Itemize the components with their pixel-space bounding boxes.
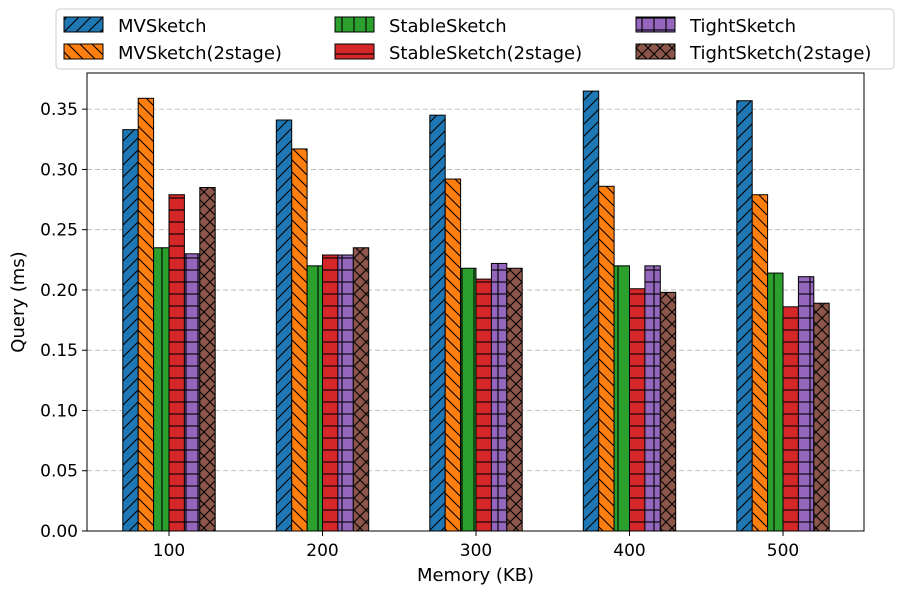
- legend-box: [55, 8, 895, 70]
- legend-label: StableSketch: [389, 16, 507, 37]
- y-axis-title: Query (ms): [8, 251, 29, 352]
- bar-tightsketch-400: [644, 265, 661, 532]
- x-tick-label: 100: [153, 541, 185, 561]
- legend-label: MVSketch(2stage): [118, 43, 282, 64]
- legend-label: TightSketch: [689, 16, 796, 37]
- bar-stablesketch-300: [460, 267, 477, 532]
- bar-tightsketch-200: [337, 254, 354, 532]
- legend: MVSketch MVSketch(2stage) StableSketch Stab…: [55, 8, 895, 70]
- x-tick-label: 200: [306, 541, 338, 561]
- bar-mvsketch-2stage--400: [598, 185, 615, 532]
- x-tick-label: 300: [460, 541, 492, 561]
- y-tick-label: 0.00: [40, 522, 78, 542]
- bar-tightsketch-2stage--500: [813, 302, 830, 532]
- y-tick-label: 0.30: [40, 160, 78, 180]
- legend-label: TightSketch(2stage): [689, 43, 871, 64]
- bar-mvsketch-400: [582, 90, 600, 532]
- legend-label: MVSketch: [118, 16, 207, 37]
- bar-mvsketch-2stage--200: [291, 148, 308, 532]
- y-tick-label: 0.10: [40, 401, 78, 421]
- bar-tightsketch-300: [490, 262, 508, 532]
- legend-swatch: [635, 43, 676, 60]
- bars: [122, 90, 830, 532]
- bar-mvsketch-100: [122, 129, 139, 532]
- bar-mvsketch-2stage--100: [137, 97, 155, 532]
- bar-tightsketch-2stage--200: [352, 247, 370, 532]
- bar-mvsketch-2stage--500: [751, 194, 769, 532]
- bar-stablesketch-2stage--100: [168, 194, 185, 532]
- plot-frame: [86, 72, 865, 532]
- legend-swatch: [334, 16, 375, 33]
- bar-stablesketch-100: [153, 247, 170, 532]
- bar-tightsketch-2stage--400: [659, 291, 677, 532]
- x-tick-label: 500: [767, 541, 799, 561]
- x-axis-title: Memory (KB): [417, 565, 534, 586]
- x-tick-label: 400: [613, 541, 645, 561]
- legend-swatch: [334, 43, 375, 60]
- bar-tightsketch-2stage--300: [506, 267, 523, 532]
- legend-swatch: [63, 16, 104, 33]
- bar-tightsketch-2stage--100: [199, 187, 216, 532]
- y-tick-label: 0.05: [40, 462, 78, 482]
- bar-stablesketch-200: [306, 265, 324, 532]
- legend-swatch: [635, 16, 676, 33]
- bar-mvsketch-200: [275, 119, 293, 532]
- bar-stablesketch-2stage--400: [629, 288, 646, 532]
- y-tick-label: 0.35: [40, 100, 78, 120]
- axes: 0.00 0.05 0.10 0.15 0.20 0.25 0.30 0.35 100 200 30…: [40, 72, 865, 561]
- y-tick-label: 0.20: [40, 281, 78, 301]
- bar-stablesketch-2stage--300: [475, 278, 492, 532]
- bar-stablesketch-2stage--200: [322, 254, 339, 532]
- legend-label: StableSketch(2stage): [389, 43, 582, 64]
- y-tick-label: 0.25: [40, 221, 78, 241]
- bar-tightsketch-500: [797, 276, 815, 532]
- y-tick-label: 0.15: [40, 341, 78, 361]
- bar-mvsketch-500: [736, 100, 753, 532]
- legend-swatch: [63, 43, 104, 60]
- bar-stablesketch-2stage--500: [782, 306, 799, 532]
- bar-mvsketch-300: [429, 114, 446, 532]
- bar-stablesketch-500: [767, 272, 784, 532]
- bar-mvsketch-2stage--300: [444, 178, 462, 532]
- bar-stablesketch-400: [613, 265, 630, 532]
- bar-tightsketch-100: [183, 253, 201, 532]
